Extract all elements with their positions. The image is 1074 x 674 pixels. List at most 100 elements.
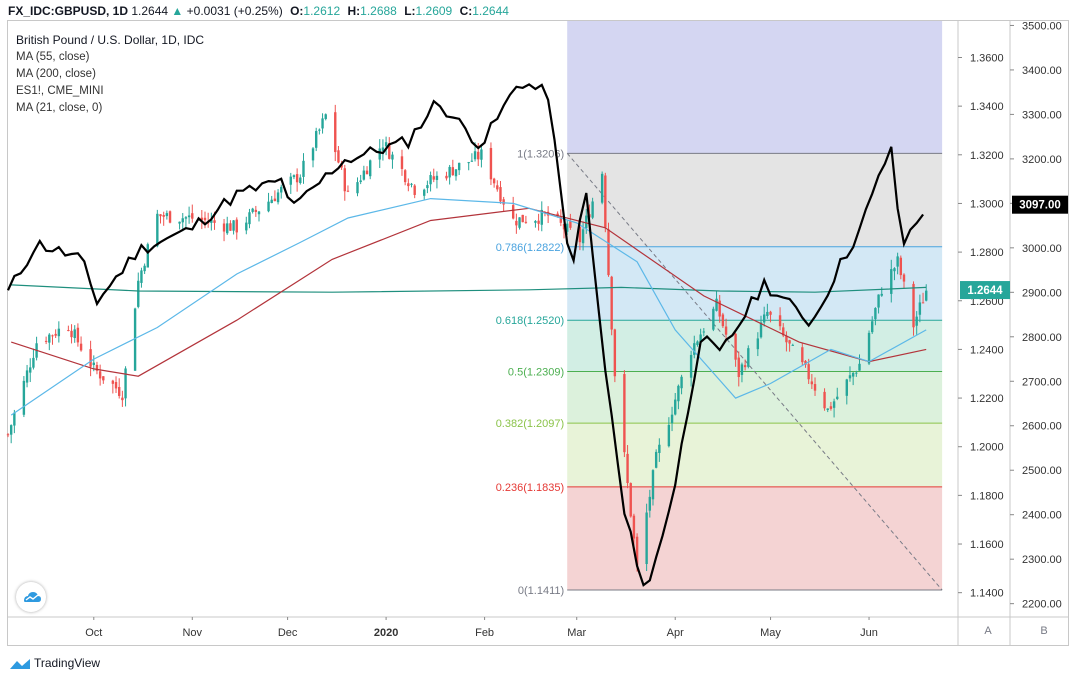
- ma21-line: [11, 284, 927, 293]
- candle-body: [667, 424, 671, 447]
- candle-body: [302, 160, 305, 177]
- tradingview-logo-button[interactable]: [16, 582, 46, 612]
- candle-body: [674, 399, 677, 415]
- candle-body: [343, 168, 346, 192]
- candle-body: [578, 226, 582, 243]
- candle-body: [121, 397, 124, 401]
- es-tick-label: 2300.00: [1022, 554, 1062, 566]
- candle-body: [696, 341, 699, 345]
- high-label: H:: [347, 4, 361, 18]
- es1-line: [6, 83, 924, 587]
- candle-body: [591, 201, 594, 218]
- candle-body: [381, 147, 385, 151]
- candle-body: [813, 384, 817, 391]
- candle-body: [836, 396, 839, 400]
- candle-body: [629, 483, 632, 517]
- candle-body: [432, 176, 435, 180]
- candle-body: [632, 515, 636, 539]
- log-scale-button[interactable]: B: [1040, 625, 1048, 637]
- candle-body: [734, 333, 737, 360]
- candle-body: [871, 321, 874, 333]
- candle-body: [89, 349, 92, 367]
- candle-body: [721, 314, 725, 327]
- candle-body: [210, 219, 213, 223]
- brand-name: TradingView: [34, 656, 101, 670]
- candle-body: [702, 331, 706, 333]
- legend-item-ma200[interactable]: MA (200, close): [16, 68, 96, 80]
- candle-body: [759, 322, 763, 338]
- legend-item-es1[interactable]: ES1!, CME_MINI: [16, 85, 104, 97]
- candle-body: [168, 211, 172, 223]
- fib-label-0.236: 0.236(1.1835): [496, 482, 565, 494]
- close-value: 1.2644: [472, 4, 509, 18]
- candle-body: [896, 256, 899, 267]
- candle-body: [48, 334, 51, 343]
- candle-body: [187, 215, 191, 218]
- candle-body: [747, 348, 750, 367]
- candle-body: [782, 327, 785, 336]
- candle-body: [165, 213, 169, 217]
- es-last-tag: [1012, 195, 1068, 214]
- es-tick-label: 3200.00: [1022, 154, 1062, 166]
- candle-body: [435, 175, 439, 180]
- open-value: 1.2612: [303, 4, 341, 18]
- candle-body: [788, 340, 791, 344]
- candle-body: [235, 219, 238, 233]
- candle-body: [902, 274, 906, 282]
- candle-body: [925, 290, 928, 301]
- tradingview-logo-icon: [10, 658, 30, 669]
- candle-body: [585, 215, 588, 229]
- candle-body: [515, 220, 518, 226]
- candle-body: [391, 154, 394, 160]
- candle-body: [502, 199, 505, 205]
- tradingview-brand: TradingView: [9, 654, 100, 672]
- candle-body: [378, 148, 381, 160]
- candle-body: [111, 380, 115, 384]
- es-tick-label: 3300.00: [1022, 109, 1062, 121]
- candle-body: [762, 314, 766, 323]
- candle-body: [213, 220, 216, 223]
- auto-scale-button[interactable]: A: [984, 625, 992, 637]
- candle-body: [429, 175, 432, 185]
- time-tick-label: Oct: [85, 627, 102, 639]
- candle-body: [712, 308, 715, 330]
- fib-zone-0.618: [567, 320, 943, 372]
- time-tick-label: Nov: [182, 627, 202, 639]
- last-price: 1.2644: [131, 4, 169, 18]
- candle-body: [114, 382, 118, 389]
- legend-item-ma55[interactable]: MA (55, close): [16, 51, 90, 63]
- candle-body: [118, 387, 121, 396]
- candle-body: [791, 344, 794, 346]
- fib-label-0.618: 0.618(1.2520): [496, 315, 565, 327]
- candle-body: [645, 512, 648, 565]
- candle-body: [867, 332, 871, 364]
- candle-body: [102, 376, 105, 381]
- price-tick-label: 1.1400: [970, 588, 1004, 600]
- candle-body: [677, 385, 680, 402]
- legend-item-ma21[interactable]: MA (21, close, 0): [16, 102, 103, 114]
- candle-body: [670, 414, 674, 424]
- candle-body: [454, 169, 458, 177]
- candle-body: [654, 451, 658, 468]
- candle-body: [289, 176, 292, 185]
- candle-body: [810, 381, 814, 385]
- candle-body: [778, 315, 782, 327]
- candle-body: [699, 334, 702, 343]
- candle-body: [334, 112, 337, 153]
- candle-body: [92, 362, 95, 365]
- fib-zone-0.786: [567, 246, 943, 321]
- candle-body: [181, 218, 184, 223]
- open-label: O:: [290, 4, 304, 18]
- time-tick-label: 2020: [374, 627, 398, 639]
- candle-body: [635, 536, 639, 566]
- candle-body: [724, 326, 728, 335]
- candle-body: [537, 220, 540, 224]
- ma55-line: [10, 197, 927, 416]
- candle-body: [521, 214, 524, 223]
- fib-zone-extension: [567, 21, 943, 154]
- fib-zone-1: [567, 153, 943, 247]
- candle-body: [162, 214, 165, 217]
- candle-body: [159, 214, 162, 217]
- legend-title: British Pound / U.S. Dollar, 1D, IDC: [16, 33, 205, 47]
